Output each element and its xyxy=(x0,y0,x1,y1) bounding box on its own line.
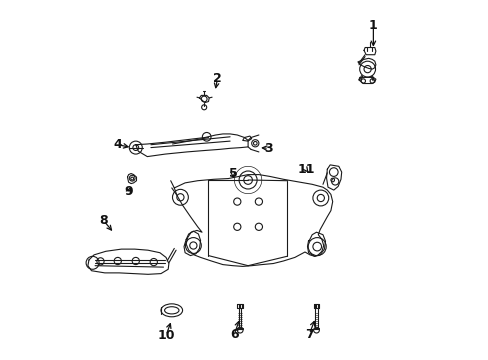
Polygon shape xyxy=(199,95,209,103)
Text: 5: 5 xyxy=(228,167,237,180)
Text: 10: 10 xyxy=(157,329,174,342)
Text: 2: 2 xyxy=(213,72,222,85)
Text: 4: 4 xyxy=(113,138,122,151)
Text: 1: 1 xyxy=(368,19,377,32)
Text: 8: 8 xyxy=(99,214,107,227)
Text: 9: 9 xyxy=(124,185,133,198)
Polygon shape xyxy=(174,175,332,266)
Polygon shape xyxy=(127,174,136,184)
Polygon shape xyxy=(326,165,341,190)
Text: 11: 11 xyxy=(297,163,315,176)
Polygon shape xyxy=(136,134,247,157)
Text: 6: 6 xyxy=(230,328,238,341)
Text: 7: 7 xyxy=(305,328,313,341)
Polygon shape xyxy=(88,249,168,274)
Text: 3: 3 xyxy=(264,142,273,155)
Polygon shape xyxy=(357,58,375,69)
